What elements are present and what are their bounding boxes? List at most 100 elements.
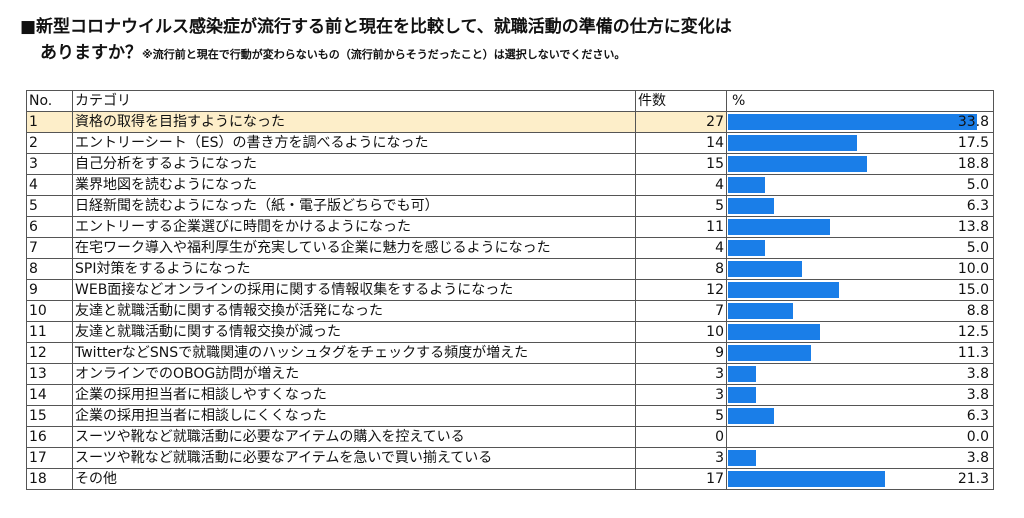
row-percent-cell: 3.8 xyxy=(726,363,994,385)
percent-bar xyxy=(728,450,756,466)
row-no: 13 xyxy=(26,363,73,385)
percent-label: 6.3 xyxy=(966,198,989,214)
percent-bar xyxy=(728,408,775,424)
title-note: ※流行前と現在で行動が変わらないもの（流行前からそうだったこと）は選択しないでく… xyxy=(142,48,626,61)
row-percent-cell: 3.8 xyxy=(726,384,994,406)
percent-label: 3.8 xyxy=(966,387,989,403)
row-percent-cell: 6.3 xyxy=(726,405,994,427)
row-no: 11 xyxy=(26,321,73,343)
row-percent-cell: 0.0 xyxy=(726,426,994,448)
row-count: 10 xyxy=(635,321,727,343)
row-percent-cell: 6.3 xyxy=(726,195,994,217)
row-count: 4 xyxy=(635,237,727,259)
table-row: 8 SPI対策をするようになった 8 10.0 xyxy=(26,258,994,280)
row-no: 4 xyxy=(26,174,73,196)
row-no: 9 xyxy=(26,279,73,301)
row-percent-cell: 15.0 xyxy=(726,279,994,301)
row-category: その他 xyxy=(72,468,636,490)
row-no: 15 xyxy=(26,405,73,427)
title-line-1: ■新型コロナウイルス感染症が流行する前と現在を比較して、就職活動の準備の仕方に変… xyxy=(20,17,732,37)
percent-bar xyxy=(728,198,775,214)
table-row: 17 スーツや靴など就職活動に必要なアイテムを急いで買い揃えている 3 3.8 xyxy=(26,447,994,469)
row-category: SPI対策をするようになった xyxy=(72,258,636,280)
row-category: 自己分析をするようになった xyxy=(72,153,636,175)
row-category: 日経新聞を読むようになった（紙・電子版どちらでも可） xyxy=(72,195,636,217)
row-no: 7 xyxy=(26,237,73,259)
table-row: 3 自己分析をするようになった 15 18.8 xyxy=(26,153,994,175)
percent-label: 11.3 xyxy=(957,345,989,361)
row-percent-cell: 17.5 xyxy=(726,132,994,154)
row-no: 1 xyxy=(26,111,73,133)
row-no: 17 xyxy=(26,447,73,469)
header-percent-label: % xyxy=(732,93,746,109)
row-category: エントリーシート（ES）の書き方を調べるようになった xyxy=(72,132,636,154)
row-category: 資格の取得を目指すようになった xyxy=(72,111,636,133)
row-category: 友達と就職活動に関する情報交換が減った xyxy=(72,321,636,343)
percent-label: 13.8 xyxy=(957,219,989,235)
table-row: 16 スーツや靴など就職活動に必要なアイテムの購入を控えている 0 0.0 xyxy=(26,426,994,448)
table-row: 18 その他 17 21.3 xyxy=(26,468,994,490)
table-row: 12 TwitterなどSNSで就職関連のハッシュタグをチェックする頻度が増えた 9… xyxy=(26,342,994,364)
percent-label: 10.0 xyxy=(957,261,989,277)
percent-bar xyxy=(728,387,756,403)
row-category: TwitterなどSNSで就職関連のハッシュタグをチェックする頻度が増えた xyxy=(72,342,636,364)
row-percent-cell: 18.8 xyxy=(726,153,994,175)
results-table: No. カテゴリ 件数 % 1 資格の取得を目指すようになった 27 33.8 2 エント… xyxy=(26,90,994,490)
table-row: 2 エントリーシート（ES）の書き方を調べるようになった 14 17.5 xyxy=(26,132,994,154)
row-percent-cell: 8.8 xyxy=(726,300,994,322)
percent-bar xyxy=(728,240,765,256)
percent-label: 33.8 xyxy=(957,114,989,130)
row-no: 12 xyxy=(26,342,73,364)
table-row: 13 オンラインでのOBOG訪問が増えた 3 3.8 xyxy=(26,363,994,385)
row-no: 6 xyxy=(26,216,73,238)
row-percent-cell: 3.8 xyxy=(726,447,994,469)
percent-label: 0.0 xyxy=(966,429,989,445)
row-count: 17 xyxy=(635,468,727,490)
row-no: 8 xyxy=(26,258,73,280)
percent-bar xyxy=(728,135,857,151)
table-row: 10 友達と就職活動に関する情報交換が活発になった 7 8.8 xyxy=(26,300,994,322)
table-row: 6 エントリーする企業選びに時間をかけるようになった 11 13.8 xyxy=(26,216,994,238)
percent-label: 8.8 xyxy=(966,303,989,319)
row-count: 9 xyxy=(635,342,727,364)
percent-label: 18.8 xyxy=(957,156,989,172)
row-category: オンラインでのOBOG訪問が増えた xyxy=(72,363,636,385)
row-percent-cell: 33.8 xyxy=(726,111,994,133)
row-no: 10 xyxy=(26,300,73,322)
row-no: 2 xyxy=(26,132,73,154)
row-category: 業界地図を読むようになった xyxy=(72,174,636,196)
row-category: スーツや靴など就職活動に必要なアイテムを急いで買い揃えている xyxy=(72,447,636,469)
percent-label: 12.5 xyxy=(957,324,989,340)
row-count: 3 xyxy=(635,363,727,385)
row-count: 4 xyxy=(635,174,727,196)
percent-bar xyxy=(728,303,793,319)
table-row: 9 WEB面接などオンラインの採用に関する情報収集をするようになった 12 15.0 xyxy=(26,279,994,301)
row-percent-cell: 10.0 xyxy=(726,258,994,280)
header-percent: % xyxy=(726,90,994,112)
row-no: 18 xyxy=(26,468,73,490)
percent-bar xyxy=(728,261,802,277)
table-row: 11 友達と就職活動に関する情報交換が減った 10 12.5 xyxy=(26,321,994,343)
row-percent-cell: 12.5 xyxy=(726,321,994,343)
row-percent-cell: 5.0 xyxy=(726,174,994,196)
row-no: 3 xyxy=(26,153,73,175)
row-count: 15 xyxy=(635,153,727,175)
percent-label: 3.8 xyxy=(966,450,989,466)
row-count: 27 xyxy=(635,111,727,133)
percent-bar xyxy=(728,282,839,298)
row-no: 14 xyxy=(26,384,73,406)
percent-label: 21.3 xyxy=(957,471,989,487)
percent-bar xyxy=(728,177,765,193)
percent-label: 5.0 xyxy=(966,177,989,193)
percent-bar xyxy=(728,345,812,361)
percent-bar xyxy=(728,471,885,487)
row-percent-cell: 11.3 xyxy=(726,342,994,364)
header-category: カテゴリ xyxy=(72,90,636,112)
percent-label: 15.0 xyxy=(957,282,989,298)
header-count: 件数 xyxy=(635,90,727,112)
percent-bar xyxy=(728,114,978,130)
chart-title: ■新型コロナウイルス感染症が流行する前と現在を比較して、就職活動の準備の仕方に変… xyxy=(20,14,732,68)
percent-bar xyxy=(728,219,830,235)
table-row: 1 資格の取得を目指すようになった 27 33.8 xyxy=(26,111,994,133)
row-count: 11 xyxy=(635,216,727,238)
